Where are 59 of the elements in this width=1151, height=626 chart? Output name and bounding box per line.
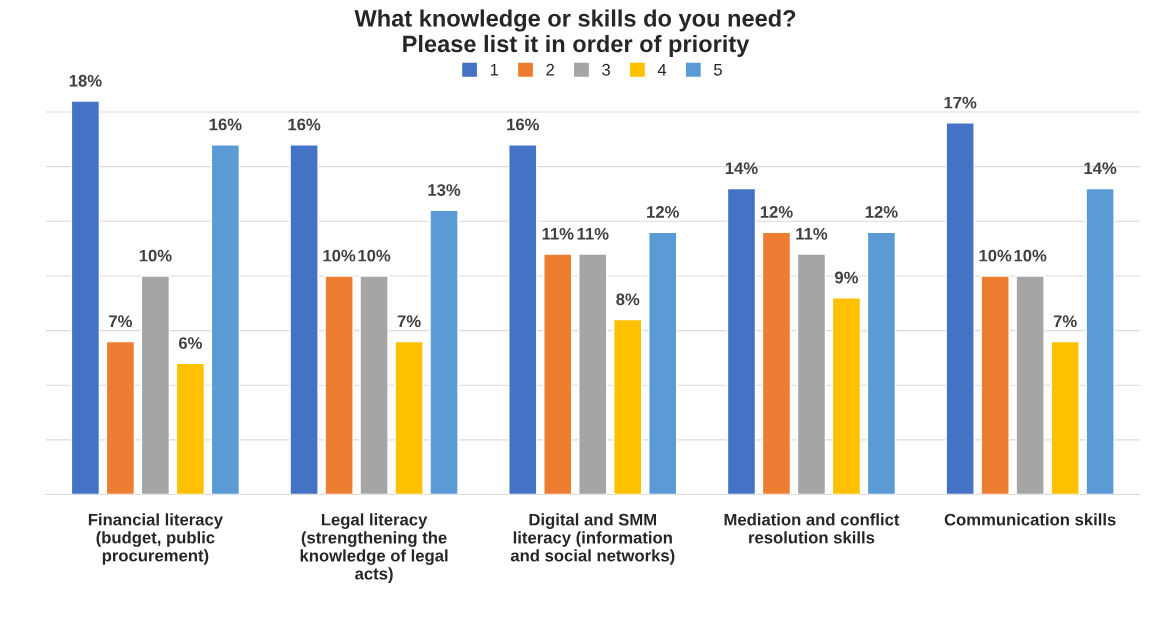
data-label: 6%: [178, 337, 202, 349]
bar: [543, 253, 573, 495]
bar: [508, 144, 538, 495]
bar: [613, 318, 643, 495]
x-tick-label: Financial literacy (budget, public procurement): [88, 513, 223, 565]
data-label: 7%: [1053, 315, 1077, 328]
bar: [648, 231, 678, 495]
data-label: 14%: [725, 162, 758, 175]
data-label: 10%: [979, 249, 1012, 262]
x-tick-label: Legal literacy (strengthening the knowledge of legal acts): [300, 513, 448, 583]
bar: [761, 231, 792, 495]
legend-label: 4: [657, 64, 667, 76]
bar: [359, 275, 389, 495]
bar: [289, 144, 319, 495]
data-label: 7%: [397, 315, 421, 328]
data-label: 12%: [647, 206, 679, 218]
data-label: 10%: [139, 249, 172, 262]
bar: [175, 362, 206, 495]
bar: [1050, 340, 1080, 495]
legend-label: 1: [490, 64, 499, 76]
data-label: 13%: [428, 184, 461, 196]
bar: [394, 340, 424, 495]
data-label: 11%: [542, 227, 574, 240]
data-label: 17%: [944, 96, 977, 109]
bar: [831, 297, 862, 495]
bar: [140, 275, 171, 495]
legend-label: 5: [714, 64, 722, 76]
x-tick-label: Digital and SMM literacy (information and social networks): [510, 513, 675, 565]
bar: [1015, 275, 1045, 495]
data-label: 11%: [577, 227, 609, 240]
data-label: 12%: [760, 206, 793, 218]
data-label: 10%: [1014, 249, 1047, 262]
x-tick-label: Mediation and conflict resolution skills: [724, 513, 900, 544]
bar: [578, 253, 608, 495]
data-label: 16%: [507, 118, 540, 131]
data-label: 10%: [358, 249, 391, 262]
data-label: 16%: [288, 118, 321, 131]
legend-label: 3: [602, 63, 610, 76]
data-label: 10%: [323, 249, 356, 262]
bar: [324, 275, 354, 495]
bar: [1085, 187, 1115, 495]
x-tick-label: Communication skills: [944, 513, 1116, 526]
data-label: 12%: [865, 206, 898, 218]
bar: [70, 100, 101, 495]
chart-title: What knowledge or skills do you need? Please list it in order of priority: [354, 9, 796, 57]
legend-label: 2: [546, 63, 554, 76]
bar: [866, 231, 897, 495]
bar: [105, 340, 136, 495]
bar: [796, 253, 827, 495]
bar: [726, 187, 757, 495]
bar: [210, 144, 241, 495]
data-label: 18%: [69, 74, 102, 87]
data-label: 14%: [1084, 162, 1117, 175]
data-label: 16%: [209, 118, 242, 131]
bar: [429, 209, 459, 495]
data-label: 9%: [834, 271, 859, 284]
data-label: 7%: [109, 315, 132, 328]
data-label: 8%: [616, 293, 640, 306]
data-label: 11%: [796, 227, 828, 240]
